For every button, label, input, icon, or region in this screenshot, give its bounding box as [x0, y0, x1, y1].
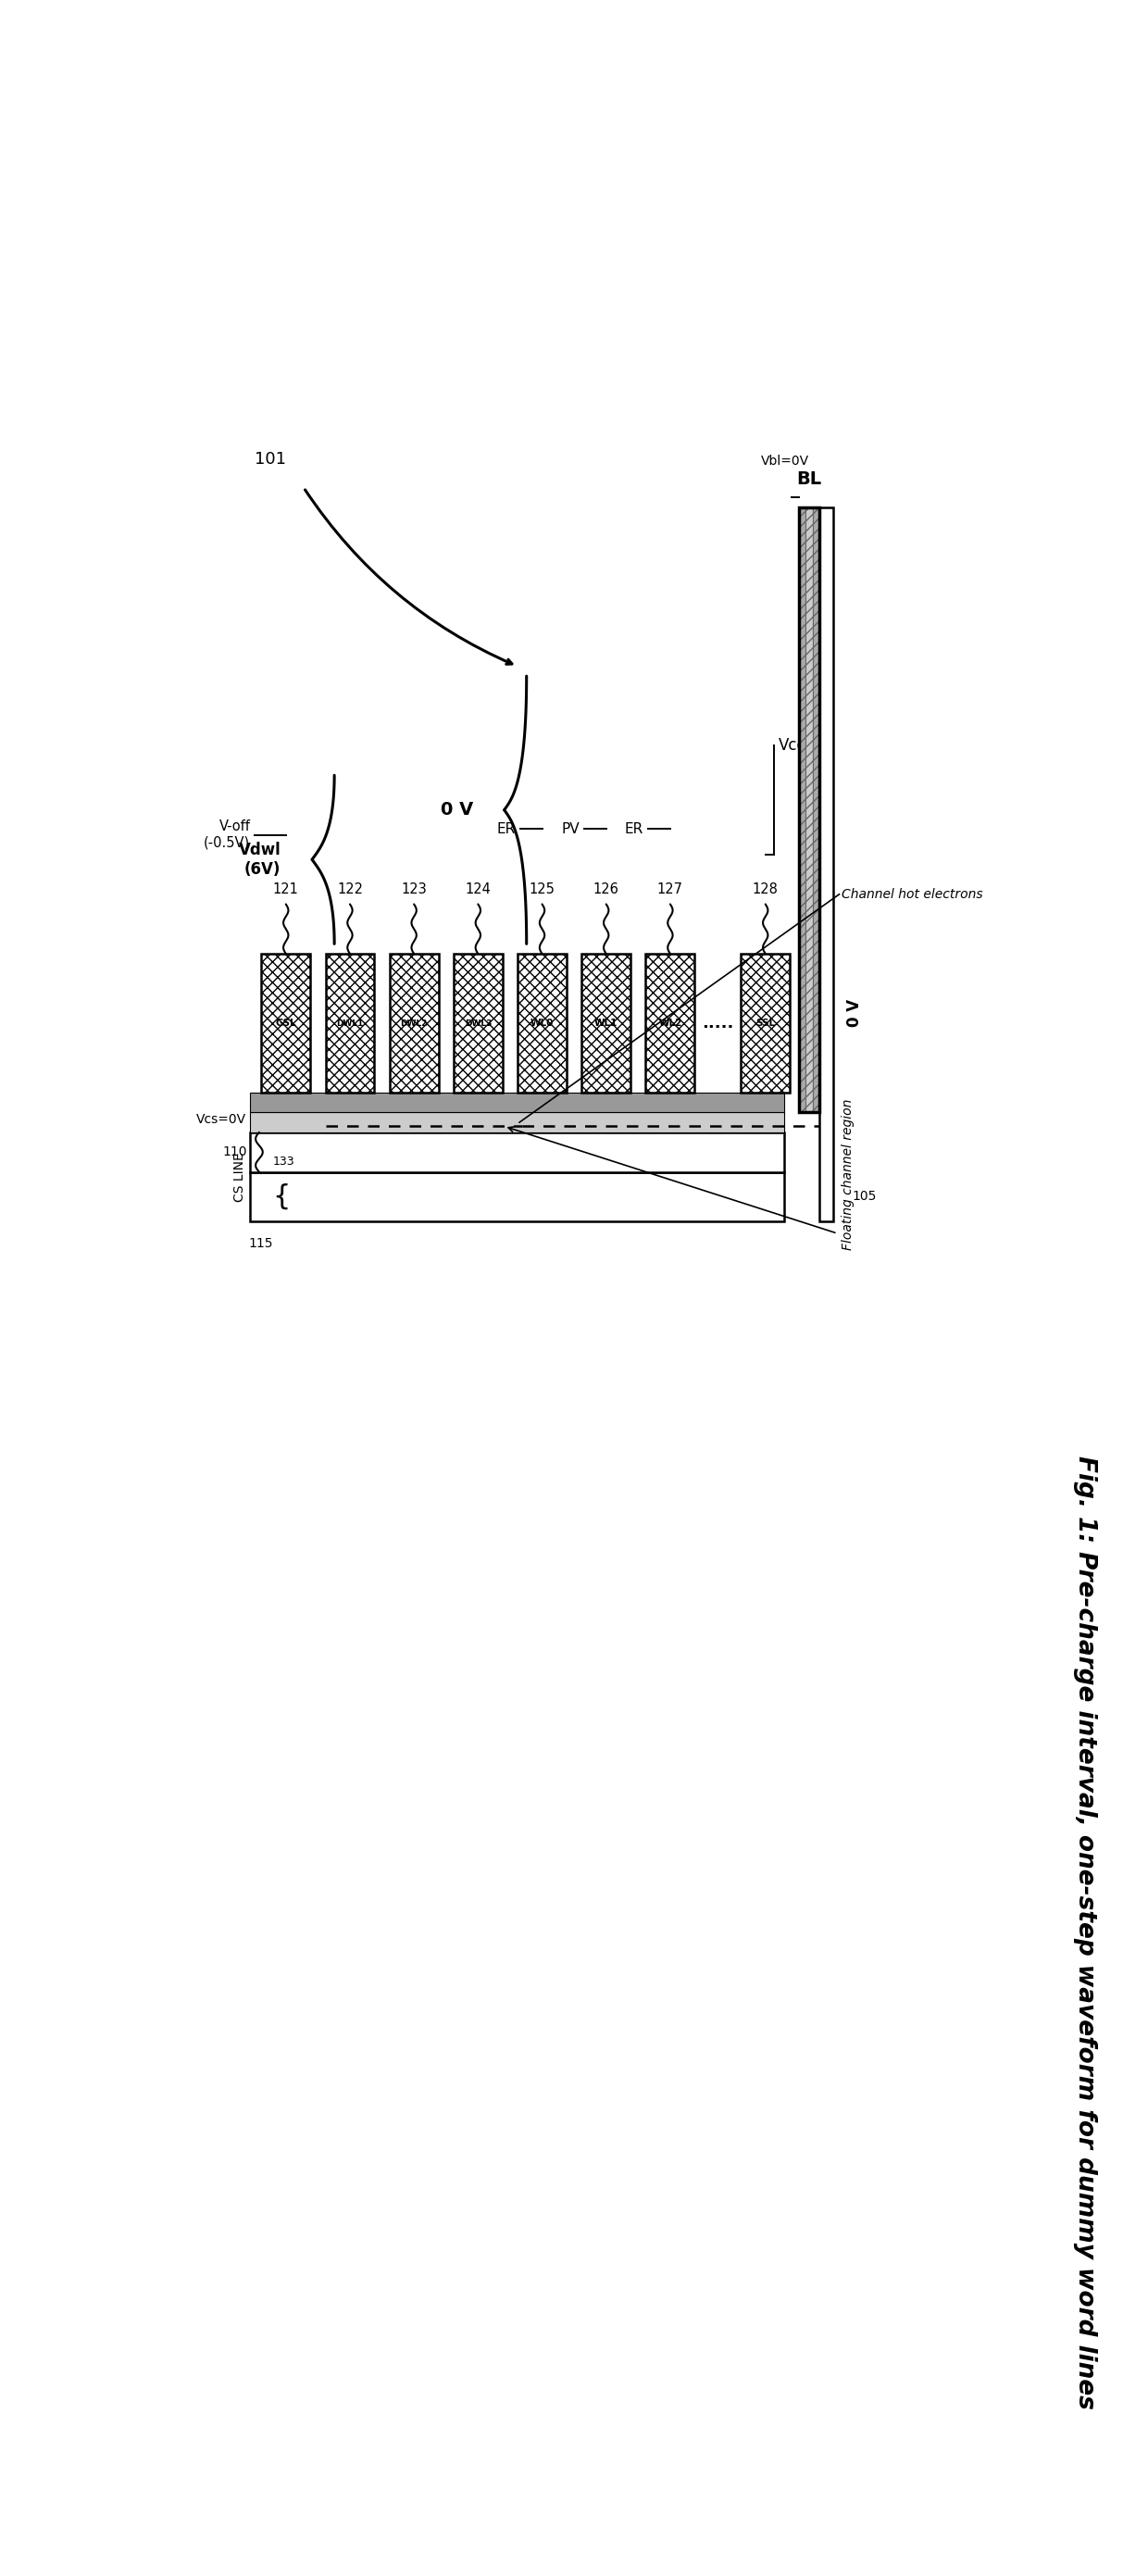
Text: 127: 127: [658, 884, 683, 896]
Text: PV: PV: [561, 822, 580, 835]
Bar: [518, 953, 567, 1092]
Text: 101: 101: [255, 451, 286, 469]
Bar: [262, 953, 310, 1092]
Text: SSL: SSL: [755, 1018, 775, 1028]
Bar: [250, 1172, 784, 1221]
Bar: [389, 953, 439, 1092]
Text: {: {: [272, 1182, 290, 1211]
Bar: [806, 507, 813, 1113]
Bar: [820, 507, 833, 1221]
Text: Vbl=0V: Vbl=0V: [761, 456, 809, 469]
Text: ER: ER: [497, 822, 515, 835]
Text: 110: 110: [223, 1146, 247, 1159]
Text: DWL2: DWL2: [401, 1020, 427, 1028]
Text: V-off
(-0.5V): V-off (-0.5V): [204, 819, 250, 850]
Text: 124: 124: [465, 884, 491, 896]
Bar: [250, 1113, 784, 1133]
Text: .....: .....: [701, 1015, 734, 1030]
Text: WL0: WL0: [530, 1018, 553, 1028]
Text: ER: ER: [625, 822, 644, 835]
Bar: [799, 507, 820, 1113]
Text: 115: 115: [249, 1236, 273, 1249]
Text: DWL1: DWL1: [336, 1020, 364, 1028]
Bar: [645, 953, 695, 1092]
Text: DWL3: DWL3: [465, 1020, 491, 1028]
Bar: [250, 1133, 784, 1172]
Bar: [582, 953, 630, 1092]
Bar: [250, 1092, 784, 1113]
Bar: [799, 507, 806, 1113]
Text: Vcc: Vcc: [778, 737, 806, 755]
Text: 125: 125: [529, 884, 554, 896]
Text: Channel hot electrons: Channel hot electrons: [841, 889, 983, 902]
Text: CS LINE: CS LINE: [234, 1151, 247, 1203]
Bar: [813, 507, 820, 1113]
Text: 128: 128: [752, 884, 778, 896]
Bar: [453, 953, 503, 1092]
Text: Fig. 1: Pre-charge interval, one-step waveform for dummy word lines: Fig. 1: Pre-charge interval, one-step wa…: [1073, 1455, 1096, 2409]
Text: BL: BL: [797, 469, 822, 487]
Text: 105: 105: [853, 1190, 877, 1203]
Text: Vcs=0V: Vcs=0V: [196, 1113, 247, 1126]
Text: WL1: WL1: [595, 1018, 618, 1028]
Text: 121: 121: [273, 884, 298, 896]
Text: 126: 126: [594, 884, 619, 896]
Text: 133: 133: [272, 1157, 294, 1167]
Text: 0 V: 0 V: [441, 801, 473, 819]
Text: WL2: WL2: [659, 1018, 682, 1028]
Text: GSL: GSL: [276, 1018, 296, 1028]
Text: Vdwl
(6V): Vdwl (6V): [239, 842, 281, 878]
Text: 123: 123: [401, 884, 427, 896]
Text: 0 V: 0 V: [846, 999, 863, 1028]
Text: Floating channel region: Floating channel region: [841, 1097, 855, 1249]
Bar: [325, 953, 374, 1092]
Bar: [740, 953, 790, 1092]
Text: 122: 122: [338, 884, 363, 896]
